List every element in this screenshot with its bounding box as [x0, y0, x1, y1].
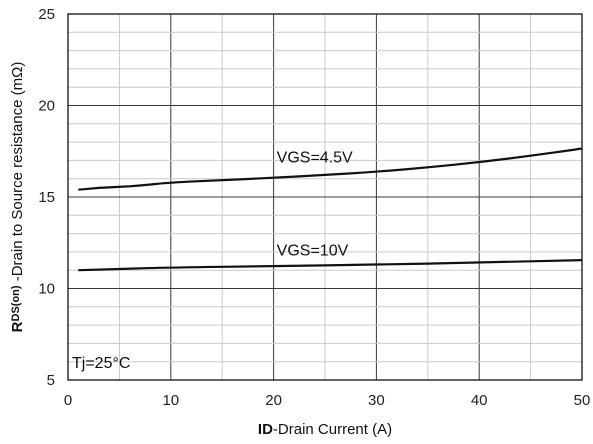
condition-label: Tj=25°C	[72, 355, 130, 372]
series-line-0	[78, 147, 584, 191]
x-tick-label: 0	[64, 392, 72, 409]
plot-frame	[67, 13, 583, 381]
y-tick-label: 5	[47, 372, 55, 389]
x-tick-label: 40	[471, 392, 488, 409]
y-tick-label: 15	[38, 189, 55, 206]
x-tick-label: 50	[574, 392, 591, 409]
y-axis-label-rest: -Drain to Source resistance (mΩ)	[9, 62, 26, 286]
y-tick-label: 10	[38, 281, 55, 298]
y-tick-labels: 5 10 15 20 25	[38, 6, 55, 389]
x-axis-label-bold: ID	[258, 421, 273, 438]
x-tick-label: 30	[368, 392, 385, 409]
x-tick-label: 10	[162, 392, 179, 409]
y-tick-label: 20	[38, 98, 55, 115]
x-axis-label-rest: -Drain Current (A)	[273, 421, 392, 438]
series-label-vgs-4-5v: VGS=4.5V	[277, 149, 353, 166]
y-axis-label: RDS(on) -Drain to Source resistance (mΩ)	[9, 62, 26, 333]
series-label-vgs-10v: VGS=10V	[277, 243, 349, 260]
y-tick-label: 25	[38, 6, 55, 23]
curves	[78, 147, 584, 272]
y-axis-label-bold: R	[9, 321, 26, 332]
y-axis-label-subscript: DS(on)	[10, 285, 22, 321]
series-line-1	[78, 259, 583, 272]
x-tick-label: 20	[265, 392, 282, 409]
x-axis-label: ID-Drain Current (A)	[258, 421, 392, 438]
grid	[68, 14, 582, 380]
x-tick-labels: 0 10 20 30 40 50	[64, 392, 591, 409]
